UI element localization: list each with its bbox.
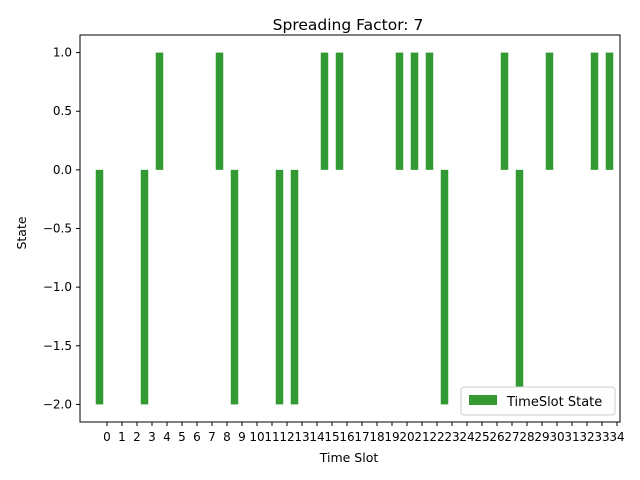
y-tick-label: 0.0 xyxy=(53,163,72,177)
bar-slot-13 xyxy=(290,169,299,405)
bar-slot-9 xyxy=(230,169,239,405)
x-tick-label: 29 xyxy=(534,430,549,444)
y-tick-label: −1.0 xyxy=(43,280,72,294)
bar-slot-20 xyxy=(395,52,404,170)
x-tick-label: 34 xyxy=(609,430,624,444)
x-axis-ticks: 0 1 2 3 4 5 6 7 8 9 10 11 12 13 14 15 16 17 18 19 20 21 22 23 24… xyxy=(103,422,625,444)
x-tick-label: 24 xyxy=(459,430,474,444)
bar-slot-21 xyxy=(410,52,419,170)
y-tick-label: 0.5 xyxy=(53,104,72,118)
x-tick-label: 4 xyxy=(163,430,171,444)
chart-title: Spreading Factor: 7 xyxy=(273,16,424,34)
x-tick-label: 17 xyxy=(354,430,369,444)
x-tick-label: 28 xyxy=(519,430,534,444)
x-tick-label: 32 xyxy=(579,430,594,444)
bar-slot-33 xyxy=(590,52,599,170)
x-tick-label: 15 xyxy=(324,430,339,444)
bar-slot-0 xyxy=(95,169,104,405)
x-tick-label: 6 xyxy=(193,430,201,444)
bar-slot-3 xyxy=(140,169,149,405)
x-tick-label: 20 xyxy=(399,430,414,444)
y-axis-label: State xyxy=(14,216,29,249)
bar-slot-34 xyxy=(605,52,614,170)
legend: TimeSlot State xyxy=(460,386,616,416)
x-tick-label: 5 xyxy=(178,430,186,444)
bar-slot-27 xyxy=(500,52,509,170)
x-tick-label: 16 xyxy=(339,430,354,444)
x-tick-label: 0 xyxy=(103,430,111,444)
x-tick-label: 23 xyxy=(444,430,459,444)
bar-slot-16 xyxy=(335,52,344,170)
x-tick-label: 9 xyxy=(238,430,246,444)
x-tick-label: 27 xyxy=(504,430,519,444)
x-tick-label: 33 xyxy=(594,430,609,444)
bars-group xyxy=(95,52,614,405)
x-tick-label: 10 xyxy=(249,430,264,444)
x-tick-label: 8 xyxy=(223,430,231,444)
bar-slot-8 xyxy=(215,52,224,170)
y-axis-ticks: −2.0 −1.5 −1.0 −0.5 0.0 0.5 1.0 xyxy=(43,46,80,411)
x-tick-label: 12 xyxy=(279,430,294,444)
bar-slot-23 xyxy=(440,169,449,405)
x-tick-label: 30 xyxy=(549,430,564,444)
x-tick-label: 2 xyxy=(133,430,141,444)
x-tick-label: 18 xyxy=(369,430,384,444)
y-tick-label: −1.5 xyxy=(43,339,72,353)
y-tick-label: −0.5 xyxy=(43,222,72,236)
x-tick-label: 31 xyxy=(564,430,579,444)
x-tick-label: 7 xyxy=(208,430,216,444)
x-tick-label: 14 xyxy=(309,430,324,444)
y-tick-label: 1.0 xyxy=(53,46,72,60)
x-tick-label: 1 xyxy=(118,430,126,444)
y-tick-label: −2.0 xyxy=(43,397,72,411)
x-tick-label: 21 xyxy=(414,430,429,444)
legend-box xyxy=(460,386,616,416)
legend-swatch xyxy=(469,395,497,405)
x-tick-label: 13 xyxy=(294,430,309,444)
bar-slot-12 xyxy=(275,169,284,405)
x-tick-label: 25 xyxy=(474,430,489,444)
legend-label: TimeSlot State xyxy=(506,395,602,410)
bar-slot-4 xyxy=(155,52,164,170)
x-axis-label: Time Slot xyxy=(319,450,379,465)
x-tick-label: 3 xyxy=(148,430,156,444)
plot-frame xyxy=(79,34,621,423)
bar-slot-28 xyxy=(515,169,524,405)
x-tick-label: 22 xyxy=(429,430,444,444)
bar-slot-30 xyxy=(545,52,554,170)
bar-slot-22 xyxy=(425,52,434,170)
x-tick-label: 26 xyxy=(489,430,504,444)
bar-slot-15 xyxy=(320,52,329,170)
x-tick-label: 11 xyxy=(264,430,279,444)
x-tick-label: 19 xyxy=(384,430,399,444)
